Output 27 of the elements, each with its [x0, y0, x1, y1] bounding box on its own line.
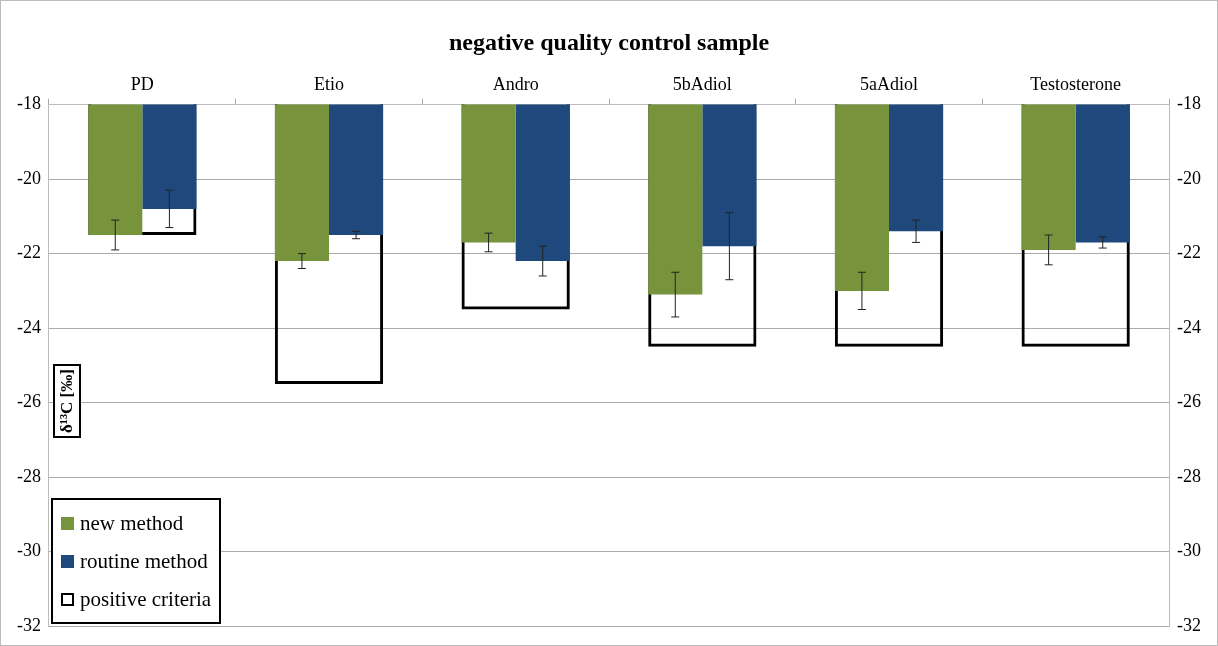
x-tick-label: Etio: [314, 73, 344, 94]
y-tick-label: -22: [16, 242, 41, 263]
chart-title: negative quality control sample: [447, 29, 771, 56]
x-tick-label: Testosterone: [1030, 73, 1122, 94]
y-axis-title: δ¹³C [‰]: [52, 364, 81, 439]
y2-tick-label: -22: [1177, 242, 1202, 263]
y-tick-label: -26: [16, 391, 41, 412]
legend-label: routine method: [79, 548, 208, 574]
legend-label: new method: [79, 510, 184, 536]
y-tick-label: -24: [16, 316, 41, 337]
y-tick-label: -20: [16, 167, 41, 188]
y-tick-label: -28: [16, 465, 41, 486]
y-tick-label: -18: [16, 93, 41, 114]
y2-tick-label: -30: [1177, 540, 1202, 561]
y-tick-label: -32: [16, 614, 41, 635]
y2-tick-label: -32: [1177, 614, 1202, 635]
x-tick-label: 5aAdiol: [860, 73, 918, 94]
y2-tick-label: -26: [1177, 391, 1202, 412]
y2-tick-label: -20: [1177, 167, 1202, 188]
x-tick-label: 5bAdiol: [672, 73, 732, 94]
y2-tick-label: -28: [1177, 465, 1202, 486]
y2-tick-label: -24: [1177, 316, 1202, 337]
x-tick-label: PD: [130, 73, 154, 94]
x-tick-label: Andro: [492, 73, 539, 94]
y-tick-label: -30: [16, 540, 41, 561]
legend-label: positive criteria: [79, 586, 212, 612]
y2-tick-label: -18: [1177, 93, 1202, 114]
